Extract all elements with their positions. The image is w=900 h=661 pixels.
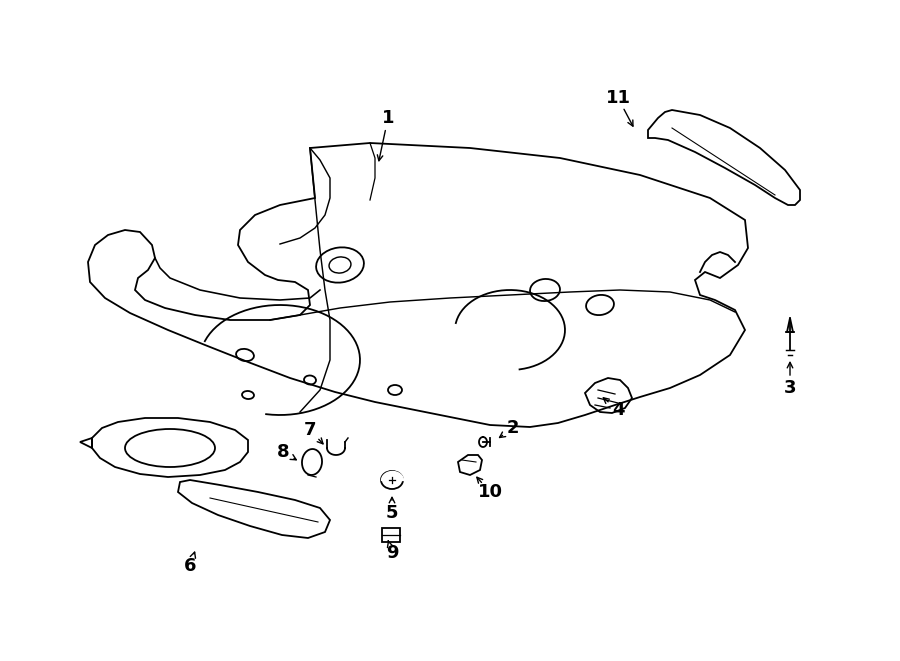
Text: 8: 8: [276, 443, 289, 461]
Text: 9: 9: [386, 544, 398, 562]
Text: 11: 11: [606, 89, 631, 107]
Text: 7: 7: [304, 421, 316, 439]
Text: 2: 2: [507, 419, 519, 437]
Text: 4: 4: [612, 401, 625, 419]
Bar: [382, 528, 400, 542]
Text: 10: 10: [478, 483, 502, 501]
Text: 5: 5: [386, 504, 398, 522]
Text: 6: 6: [184, 557, 196, 575]
Text: 3: 3: [784, 379, 796, 397]
Text: 1: 1: [382, 109, 394, 127]
